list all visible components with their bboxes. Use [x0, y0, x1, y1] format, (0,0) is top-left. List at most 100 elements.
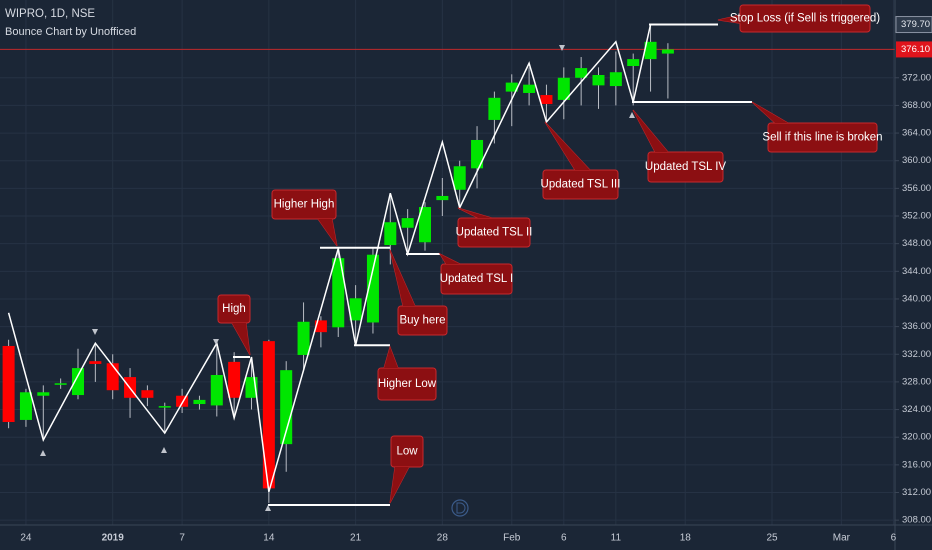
candle-body — [314, 320, 327, 333]
candle-body — [523, 84, 536, 93]
annotations: Stop Loss (if Sell is triggered) Sell if … — [217, 4, 883, 506]
fractal-up — [629, 112, 635, 118]
y-tick-label: 324.00 — [902, 404, 931, 415]
candle-body — [141, 390, 154, 398]
chart-subtitle: Bounce Chart by Unofficed — [5, 26, 136, 38]
callout-text: Updated TSL I — [440, 273, 514, 285]
y-tick-label: 356.00 — [902, 183, 931, 194]
x-tick-label: 11 — [611, 533, 622, 544]
callout-text: Higher Low — [378, 378, 437, 390]
callout-pointer-join — [318, 219, 337, 246]
x-tick-label: 28 — [437, 533, 449, 544]
candle-body — [280, 370, 293, 445]
last-price-label: 376.10 — [901, 44, 930, 55]
candle-body — [540, 95, 553, 105]
candle-body — [366, 254, 379, 323]
y-tick-label: 352.00 — [902, 211, 931, 222]
x-tick-label: 24 — [20, 533, 32, 544]
fractal-up — [265, 505, 271, 511]
y-tick-label: 344.00 — [902, 266, 931, 277]
candle-body — [37, 392, 50, 396]
candle-body — [644, 41, 657, 60]
x-tick-label: 7 — [179, 533, 185, 544]
y-tick-label: 336.00 — [902, 321, 931, 332]
candle-body — [488, 97, 501, 120]
candle-body — [210, 375, 223, 406]
candle-body — [384, 222, 397, 246]
candle-body — [436, 195, 449, 201]
callout-pointer-join — [752, 102, 788, 123]
candle-body — [401, 218, 414, 228]
callout-box — [440, 263, 513, 295]
callout-box — [271, 189, 337, 220]
candle-body — [575, 68, 588, 78]
chart-title: WIPRO, 1D, NSE — [5, 8, 95, 20]
fractal-up — [161, 447, 167, 453]
callout-pointer-join — [718, 14, 745, 24]
candle-body — [349, 298, 362, 321]
y-tick-label: 308.00 — [902, 515, 931, 526]
candle-body — [2, 345, 15, 423]
x-tick-label: 21 — [350, 533, 362, 544]
callout-text: Updated TSL IV — [645, 161, 727, 173]
price-badge — [895, 16, 932, 34]
y-tick-label: 340.00 — [902, 293, 931, 304]
y-tick-label: 372.00 — [902, 72, 931, 83]
candle-body — [158, 406, 171, 408]
x-tick-label: 25 — [766, 533, 778, 544]
candle-body — [592, 75, 605, 86]
fractal-up — [40, 450, 46, 456]
y-tick-label: 348.00 — [902, 238, 931, 249]
candle-body — [661, 49, 674, 54]
y-tick-label: 312.00 — [902, 487, 931, 498]
candle-body — [106, 363, 119, 391]
callout-text: Low — [396, 446, 418, 458]
candle-body — [176, 395, 189, 407]
axes: 308.00 312.00 316.00 320.00 324.00 328.00 332.… — [20, 16, 932, 544]
y-tick-label: 364.00 — [902, 128, 931, 139]
x-tick-label: 18 — [680, 533, 692, 544]
callout-pointer-join — [545, 122, 590, 170]
price-badge-label: 379.70 — [901, 19, 930, 30]
candle-body — [627, 59, 640, 67]
candle-body — [453, 166, 466, 190]
x-tick-label: 6 — [561, 533, 567, 544]
callout-text: Higher High — [274, 199, 335, 211]
candle-body — [54, 383, 67, 385]
candle-body — [262, 341, 275, 489]
y-tick-label: 332.00 — [902, 349, 931, 360]
fractal-down — [213, 339, 219, 345]
callout-box — [767, 122, 878, 153]
callout-box — [377, 367, 437, 401]
x-tick-label: 6 — [891, 533, 897, 544]
y-tick-label: 360.00 — [902, 155, 931, 166]
callout-text: Sell if this line is broken — [762, 132, 882, 144]
fractal-markers — [40, 45, 635, 511]
candle-body — [332, 258, 345, 328]
candle-body — [228, 361, 241, 398]
y-tick-label: 328.00 — [902, 376, 931, 387]
fractal-down — [559, 45, 565, 51]
last-price-badge — [896, 41, 932, 58]
callout-box — [457, 217, 531, 248]
callout-text: High — [222, 303, 246, 315]
candle-body — [297, 321, 310, 355]
x-tick-label: Mar — [833, 533, 851, 544]
callout-pointer-join — [390, 467, 409, 503]
y-tick-label: 368.00 — [902, 100, 931, 111]
callout-box — [397, 305, 448, 336]
callout-pointer-join — [232, 323, 250, 355]
logo — [451, 499, 469, 517]
candle-body — [609, 72, 622, 87]
callout-pointer-join — [633, 110, 668, 152]
logo-glyph — [456, 502, 466, 514]
callout-pointer-join — [440, 254, 460, 264]
candle-body — [72, 368, 84, 396]
candle-body — [89, 361, 102, 364]
fractal-down — [92, 329, 98, 335]
callout-text: Stop Loss (if Sell is triggered) — [730, 13, 880, 25]
x-tick-label: 14 — [263, 533, 275, 544]
candle-body — [471, 139, 484, 169]
